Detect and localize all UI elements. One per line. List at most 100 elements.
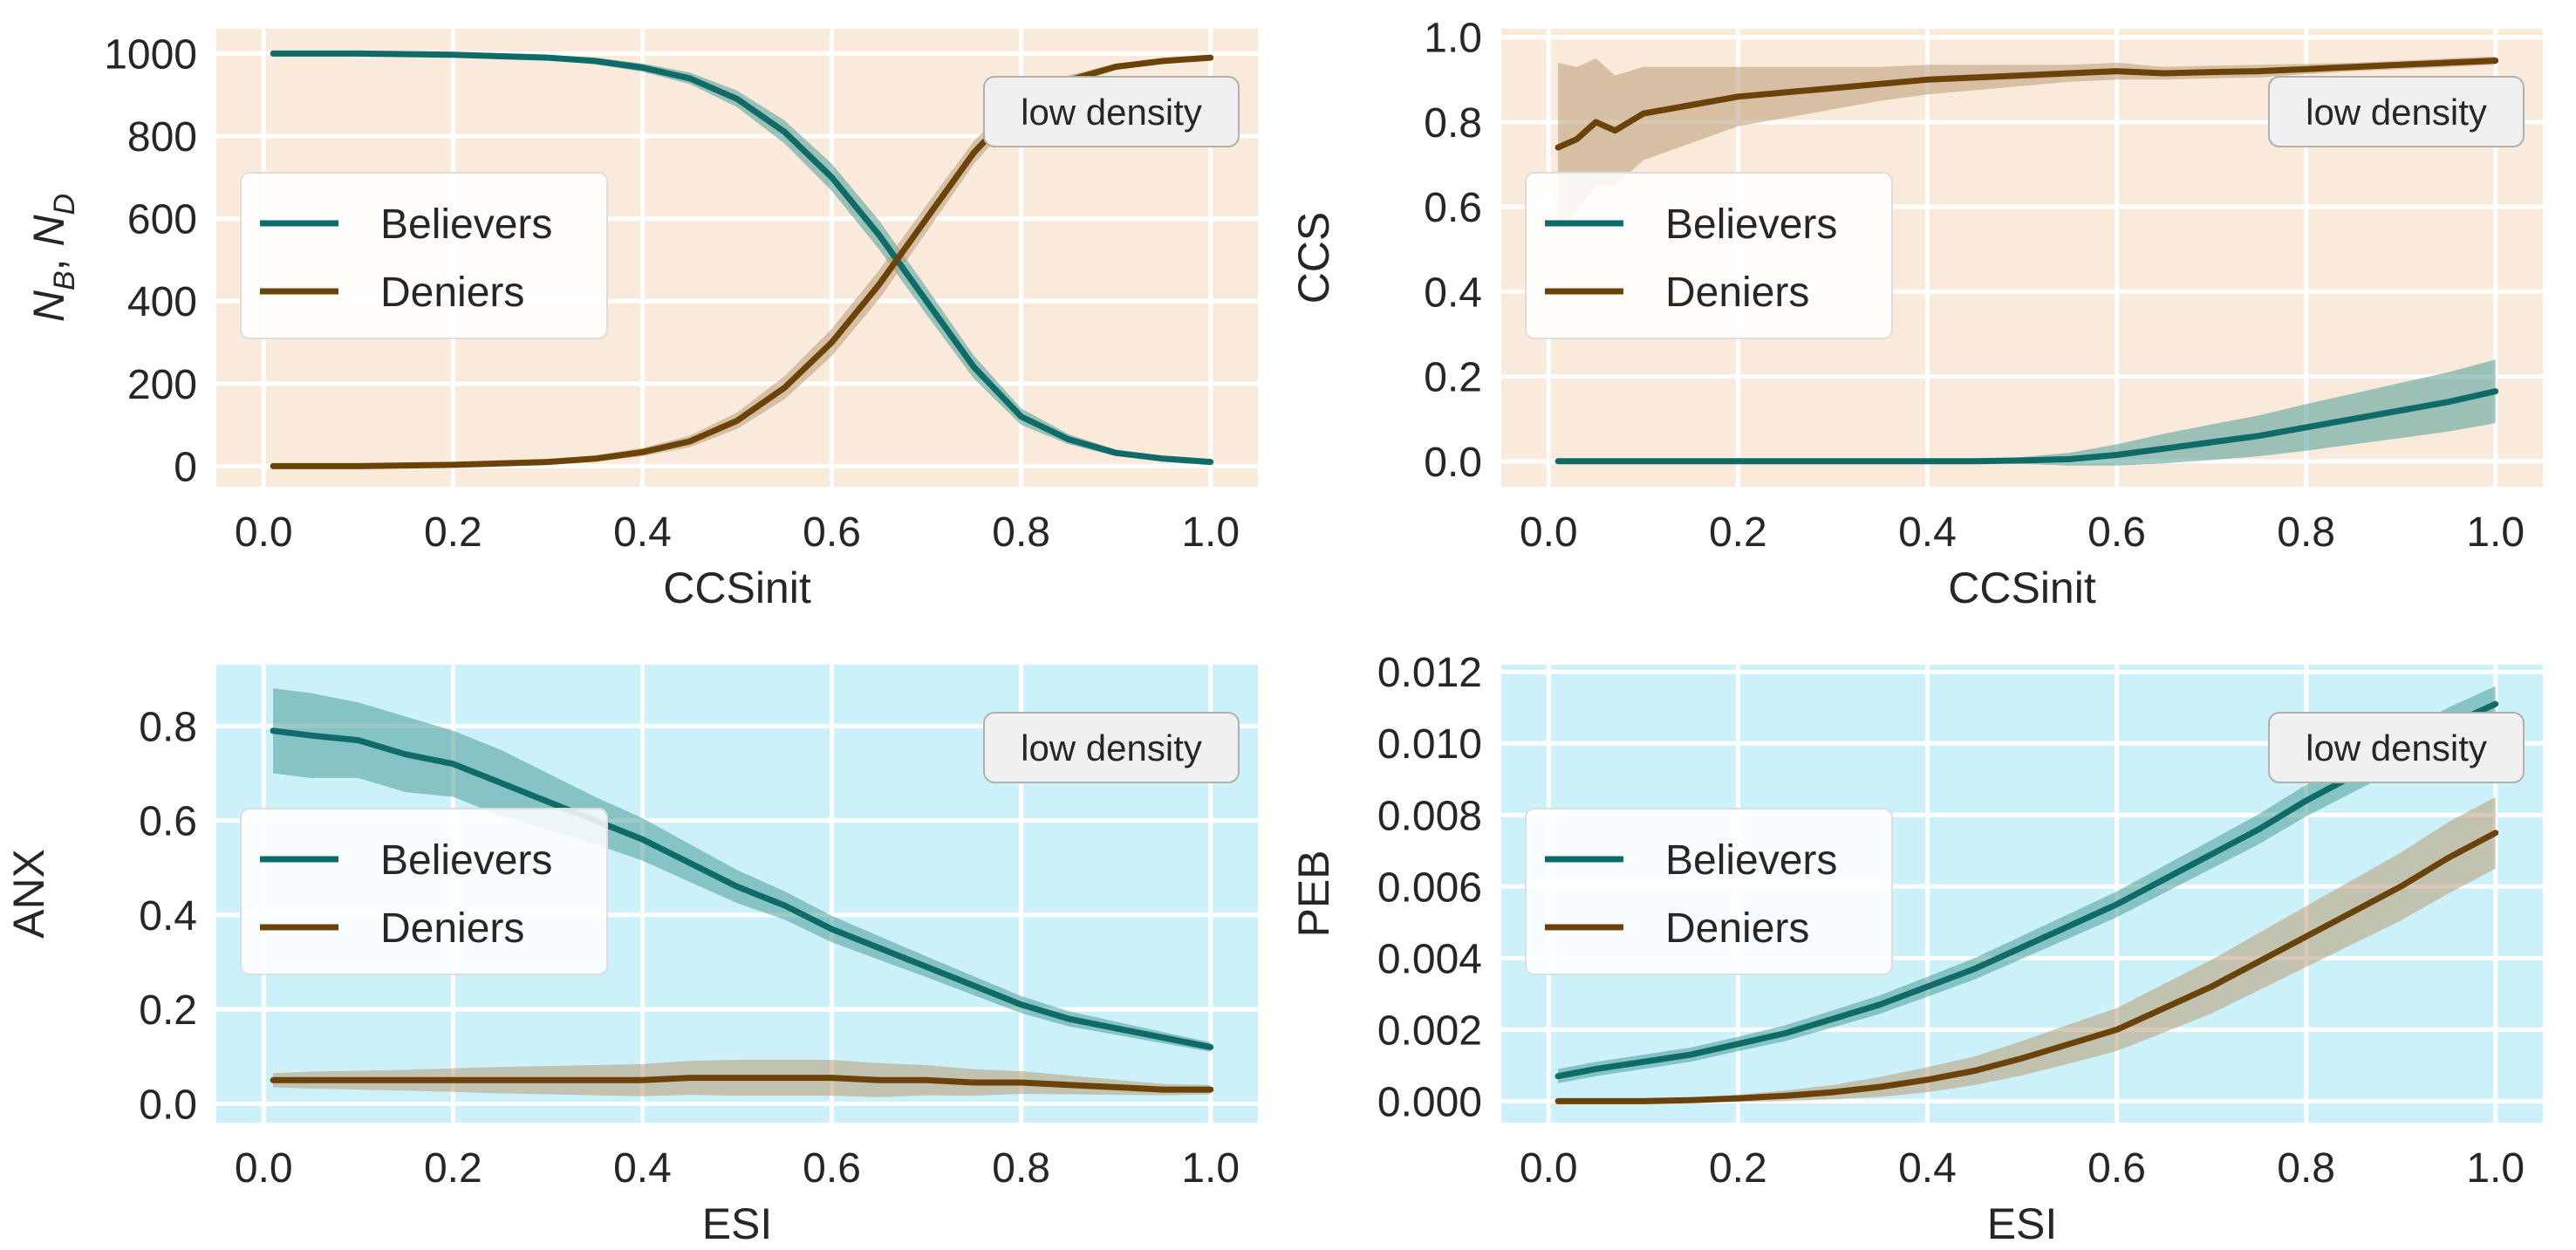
y-tick-label: 600 bbox=[127, 197, 197, 243]
legend: Believers Deniers bbox=[240, 808, 608, 975]
x-tick-label: 0.6 bbox=[2087, 1145, 2146, 1192]
y-tick-label: 800 bbox=[127, 114, 197, 161]
series-line-deniers bbox=[270, 1075, 1214, 1093]
y-tick-label: 0.6 bbox=[1424, 185, 1482, 231]
x-axis-label: CCSinit bbox=[1948, 564, 2096, 612]
legend-label-believers: Believers bbox=[380, 837, 552, 884]
y-tick-label: 0.004 bbox=[1377, 936, 1482, 982]
panel-p2: 0.0 0.2 0.4 0.6 0.8 1.0 0.0 0.2 0.4 0.6 0.8 1.0 CCSi… bbox=[1289, 16, 2543, 612]
y-axis-label: ANX bbox=[4, 849, 53, 939]
legend-label-deniers: Deniers bbox=[380, 270, 524, 316]
series-line-deniers bbox=[1554, 830, 2499, 1104]
series-band-believers bbox=[273, 51, 1211, 463]
legend: Believers Deniers bbox=[1525, 172, 1893, 339]
y-tick-label: 0.006 bbox=[1377, 864, 1482, 911]
y-tick-label: 0.0 bbox=[139, 1082, 197, 1128]
series-band-deniers bbox=[273, 56, 1211, 468]
x-tick-label: 0.0 bbox=[1520, 1145, 1578, 1192]
annotation-box bbox=[2268, 712, 2525, 783]
y-axis-label: NB, ND bbox=[24, 194, 81, 322]
series-line-believers bbox=[1554, 700, 2499, 1080]
x-tick-label: 1.0 bbox=[1181, 509, 1240, 556]
legend-label-deniers: Deniers bbox=[1665, 270, 1809, 316]
y-tick-label: 1000 bbox=[104, 31, 197, 78]
series-line-believers bbox=[270, 727, 1214, 1050]
legend-box bbox=[1525, 172, 1893, 339]
x-tick-label: 0.2 bbox=[1709, 1145, 1767, 1192]
x-tick-label: 0.0 bbox=[235, 1145, 293, 1192]
y-tick-label: 0.000 bbox=[1377, 1079, 1482, 1125]
legend: Believers Deniers bbox=[1525, 808, 1893, 975]
series-line-deniers bbox=[1554, 58, 2499, 151]
legend-box bbox=[240, 808, 608, 975]
x-tick-label: 0.0 bbox=[1520, 509, 1578, 556]
x-tick-label: 0.6 bbox=[803, 509, 861, 556]
data-layer bbox=[1554, 686, 2499, 1104]
legend-label-believers: Believers bbox=[380, 202, 552, 248]
annotation-label: low density bbox=[2306, 727, 2487, 768]
panel-p1: 0.0 0.2 0.4 0.6 0.8 1.0 0 200 400 600 800 1000 CCSin… bbox=[24, 29, 1258, 612]
annotation-box bbox=[983, 712, 1240, 783]
x-tick-label: 1.0 bbox=[1181, 1145, 1240, 1192]
legend: Believers Deniers bbox=[240, 172, 608, 339]
x-tick-label: 0.6 bbox=[2087, 509, 2146, 556]
series-band-deniers bbox=[1558, 796, 2496, 1103]
y-tick-label: 0.4 bbox=[1424, 270, 1482, 316]
y-tick-label: 0.0 bbox=[1424, 440, 1482, 486]
y-tick-label: 0.012 bbox=[1377, 650, 1482, 696]
x-tick-label: 0.2 bbox=[1709, 509, 1767, 556]
annotation-label: low density bbox=[1021, 92, 1202, 133]
y-tick-label: 0.002 bbox=[1377, 1008, 1482, 1054]
series-line-believers bbox=[270, 50, 1214, 466]
panel-p4: 0.0 0.2 0.4 0.6 0.8 1.0 0.000 0.002 0.004 0.006 0.… bbox=[1289, 650, 2543, 1248]
x-tick-label: 0.2 bbox=[424, 1145, 482, 1192]
y-label-sub: D bbox=[48, 194, 81, 215]
x-tick-label: 0.4 bbox=[613, 1145, 672, 1192]
series-band-believers bbox=[1558, 359, 2496, 466]
x-tick-label: 0.8 bbox=[2277, 509, 2335, 556]
x-tick-label: 0.4 bbox=[613, 509, 672, 556]
y-tick-label: 0.8 bbox=[139, 704, 197, 750]
y-label-main: N bbox=[24, 290, 73, 322]
x-axis-label: ESI bbox=[702, 1199, 773, 1248]
x-tick-label: 0.4 bbox=[1898, 509, 1957, 556]
x-tick-label: 1.0 bbox=[2466, 1145, 2525, 1192]
y-label-main: N bbox=[24, 215, 73, 247]
y-tick-label: 400 bbox=[127, 279, 197, 325]
y-tick-label: 0.2 bbox=[139, 987, 197, 1034]
y-tick-label: 0 bbox=[174, 444, 197, 490]
legend-label-deniers: Deniers bbox=[380, 905, 524, 952]
x-tick-label: 0.8 bbox=[2277, 1145, 2335, 1192]
y-axis-label: PEB bbox=[1289, 850, 1338, 937]
y-label-sub: B bbox=[48, 270, 81, 290]
annotation-label: low density bbox=[2306, 92, 2487, 133]
legend-label-believers: Believers bbox=[1665, 837, 1837, 884]
x-tick-label: 1.0 bbox=[2466, 509, 2525, 556]
panel-p3: 0.0 0.2 0.4 0.6 0.8 1.0 0.0 0.2 0.4 0.6 0.8 ESI ANX B… bbox=[4, 665, 1258, 1248]
legend-label-deniers: Deniers bbox=[1665, 905, 1809, 952]
series-band-deniers bbox=[1558, 56, 2496, 233]
x-tick-label: 0.8 bbox=[992, 1145, 1050, 1192]
annotation-box bbox=[2268, 76, 2525, 147]
x-tick-label: 0.0 bbox=[235, 509, 293, 556]
y-tick-label: 0.6 bbox=[139, 799, 197, 845]
y-tick-label: 0.2 bbox=[1424, 355, 1482, 401]
data-layer bbox=[270, 688, 1214, 1097]
y-tick-label: 200 bbox=[127, 362, 197, 408]
y-tick-label: 0.008 bbox=[1377, 793, 1482, 839]
x-axis-label: CCSinit bbox=[663, 564, 811, 612]
annotation-box bbox=[983, 76, 1240, 147]
y-label-sep: , bbox=[24, 247, 73, 271]
legend-label-believers: Believers bbox=[1665, 202, 1837, 248]
legend-box bbox=[1525, 808, 1893, 975]
x-tick-label: 0.2 bbox=[424, 509, 482, 556]
series-band-believers bbox=[273, 688, 1211, 1052]
data-layer bbox=[1554, 56, 2499, 466]
y-tick-label: 0.010 bbox=[1377, 721, 1482, 768]
x-tick-label: 0.4 bbox=[1898, 1145, 1957, 1192]
x-axis-label: ESI bbox=[1987, 1199, 2058, 1248]
x-tick-label: 0.8 bbox=[992, 509, 1050, 556]
y-tick-label: 1.0 bbox=[1424, 16, 1482, 62]
annotation-label: low density bbox=[1021, 727, 1202, 768]
y-tick-label: 0.8 bbox=[1424, 100, 1482, 147]
